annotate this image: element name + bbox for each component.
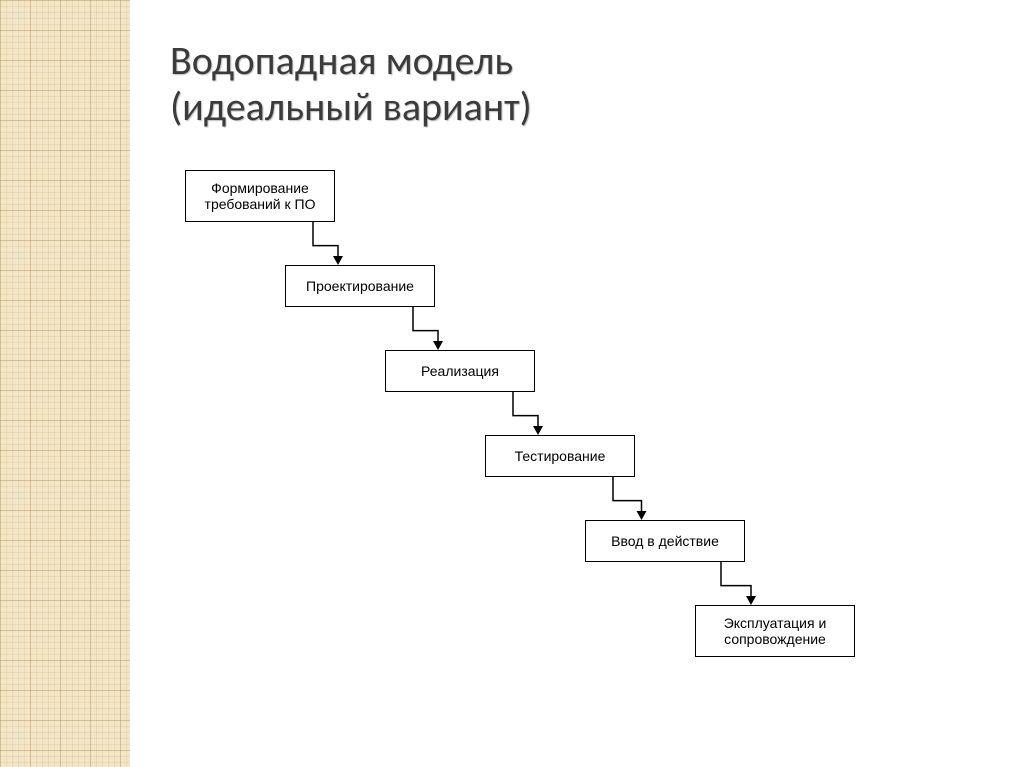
waterfall-diagram: Формирование требований к ПО Проектирован… [170,170,910,730]
flow-node-n3: Реализация [385,350,535,392]
flow-node-n6: Эксплуатация и сопровождение [695,605,855,657]
slide-title: Водопадная модель (идеальный вариант) [170,38,532,130]
flow-node-n2: Проектирование [285,265,435,307]
slide: Водопадная модель (идеальный вариант) Фо… [0,0,1024,767]
flow-node-n4: Тестирование [485,435,635,477]
decorative-strip [0,0,130,767]
flow-node-n1: Формирование требований к ПО [185,170,335,222]
flow-node-n5: Ввод в действие [585,520,745,562]
